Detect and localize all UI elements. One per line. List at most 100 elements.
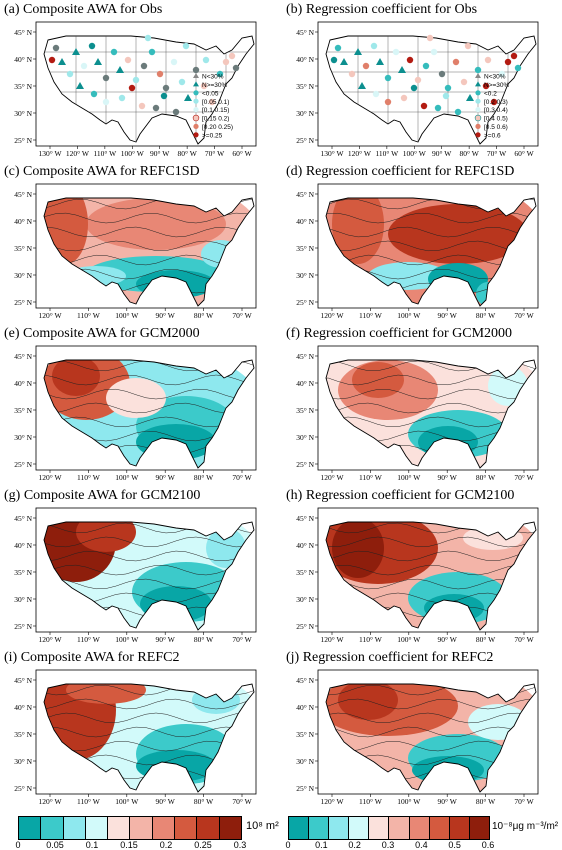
lat-tick-label: 30° N	[14, 109, 32, 118]
colorbar-tick-label: 0.2	[348, 840, 361, 850]
colorbar-swatch	[409, 817, 430, 839]
lon-tick-label: 80° W	[476, 473, 496, 482]
lat-tick-label: 25° N	[296, 622, 314, 631]
lon-tick-label: 130° W	[38, 149, 62, 158]
legend-item: <0.05	[202, 90, 219, 97]
colorbar-tick-label: 0.3	[233, 840, 247, 850]
lon-tick-label: 90° W	[156, 797, 176, 806]
lat-tick-label: 25° N	[296, 298, 314, 307]
colorbar-left	[18, 816, 242, 840]
lon-tick-label: 120° W	[38, 797, 62, 806]
lon-tick-label: 90° W	[438, 473, 458, 482]
lat-tick-label: 40° N	[296, 541, 314, 550]
lon-tick-label: 90° W	[156, 473, 176, 482]
lon-tick-label: 100° W	[397, 635, 421, 644]
lon-tick-label: 100° W	[115, 311, 139, 320]
colorbar-swatch	[85, 817, 109, 839]
lat-tick-label: 35° N	[14, 406, 32, 415]
legend-item: [0.15 0.2)	[202, 116, 229, 123]
lat-tick-label: 45° N	[296, 190, 314, 199]
colorbar-swatch	[449, 817, 470, 839]
colorbar-left-unit: 10⁸ m²	[246, 820, 279, 832]
colorbar-tick-label: 0	[15, 840, 21, 850]
lon-tick-label: 80° W	[476, 635, 496, 644]
map-svg: 45° N 40° N 35° N 30° N 25° N 120° W 110° W 100…	[296, 345, 539, 482]
lat-tick-label: 35° N	[14, 730, 32, 739]
lon-tick-label: 120° W	[320, 797, 344, 806]
lat-tick-label: 30° N	[296, 757, 314, 766]
panel-title: (b) Regression coefficient for Obs	[286, 2, 478, 17]
lon-tick-label: 100° W	[121, 149, 145, 158]
lon-tick-label: 70° W	[232, 311, 252, 320]
lat-tick-label: 35° N	[296, 406, 314, 415]
lon-tick-label: 90° W	[432, 149, 452, 158]
lat-tick-label: 30° N	[14, 595, 32, 604]
map-svg: 45° N 40° N 35° N 30° N 25° N 120° W 110° W 100…	[296, 507, 539, 644]
colorbar-swatch	[389, 817, 410, 839]
lon-tick-label: 70° W	[487, 149, 507, 158]
lat-tick-label: 40° N	[14, 55, 32, 64]
legend-item: [0.4 0.5)	[484, 116, 508, 123]
lon-tick-label: 110° W	[359, 797, 383, 806]
lat-tick-label: 35° N	[296, 244, 314, 253]
lon-tick-label: 110° W	[359, 311, 383, 320]
lon-tick-label: 90° W	[156, 311, 176, 320]
map-svg: 45° N 40° N 35° N 30° N 25° N 120° W 110° W 100…	[296, 669, 539, 806]
lat-tick-label: 40° N	[296, 703, 314, 712]
colorbar-swatch	[41, 817, 64, 839]
lon-tick-label: 120° W	[348, 149, 372, 158]
colorbar-swatch	[197, 817, 220, 839]
lon-tick-label: 80° W	[177, 149, 197, 158]
lon-tick-label: 90° W	[438, 311, 458, 320]
colorbar-swatch	[130, 817, 153, 839]
lat-tick-label: 35° N	[14, 82, 32, 91]
lat-tick-label: 25° N	[14, 136, 32, 145]
map-panel-f: 45° N 40° N 35° N 30° N 25° N 120° W 110° W 100…	[284, 326, 552, 482]
map-svg: 45° N 40° N 35° N 30° N 25° N 120° W 110° W 100…	[14, 507, 257, 644]
lat-tick-label: 25° N	[296, 136, 314, 145]
lon-tick-label: 100° W	[115, 635, 139, 644]
lat-tick-label: 30° N	[296, 109, 314, 118]
lon-tick-label: 80° W	[194, 635, 214, 644]
lat-tick-label: 40° N	[14, 703, 32, 712]
lon-tick-label: 70° W	[232, 635, 252, 644]
colorbar-tick-label: 0.15	[120, 840, 138, 850]
lat-tick-label: 45° N	[14, 28, 32, 37]
lon-tick-label: 120° W	[320, 473, 344, 482]
colorbar-tick-label: 0.5	[448, 840, 461, 850]
lat-tick-label: 45° N	[296, 514, 314, 523]
panel-title: (d) Regression coefficient for REFC1SD	[286, 164, 515, 179]
legend-item: N<30%	[484, 74, 506, 81]
lat-tick-label: 40° N	[14, 379, 32, 388]
legend-item: [0.20 0.25)	[202, 124, 233, 131]
lon-tick-label: 70° W	[232, 797, 252, 806]
lon-tick-label: 130° W	[320, 149, 344, 158]
colorbar-swatch	[108, 817, 131, 839]
colorbar-swatch	[349, 817, 370, 839]
map-panel-j: 45° N 40° N 35° N 30° N 25° N 120° W 110° W 100…	[284, 650, 552, 806]
lat-tick-label: 30° N	[14, 271, 32, 280]
lon-tick-label: 70° W	[514, 635, 534, 644]
map-svg: 45° N 40° N 35° N 30° N 25° N 120° W 110° W 100…	[14, 345, 257, 482]
colorbar-swatch	[329, 817, 350, 839]
map-panel-c: 45° N 40° N 35° N 30° N 25° N 120° W 110° W 100…	[2, 164, 270, 320]
legend-item: N>=30%	[484, 82, 510, 89]
lon-tick-label: 80° W	[476, 797, 496, 806]
map-svg: 45° N 40° N 35° N 30° N 25° N 130° W 120° W 110…	[14, 21, 257, 158]
lon-tick-label: 70° W	[232, 473, 252, 482]
lon-tick-label: 120° W	[38, 635, 62, 644]
panel-title: (i) Composite AWA for REFC2	[4, 650, 180, 665]
lat-tick-label: 30° N	[296, 271, 314, 280]
lat-tick-label: 30° N	[296, 433, 314, 442]
colorbar-swatch	[63, 817, 86, 839]
lat-tick-label: 35° N	[296, 730, 314, 739]
legend-item: [0.5 0.6)	[484, 124, 508, 131]
lat-tick-label: 30° N	[14, 433, 32, 442]
lon-tick-label: 90° W	[438, 797, 458, 806]
lon-tick-label: 110° W	[77, 473, 101, 482]
legend-item: N<30%	[202, 74, 224, 81]
lat-tick-label: 40° N	[296, 379, 314, 388]
lon-tick-label: 70° W	[514, 797, 534, 806]
legend-item: [0.1 0.15)	[202, 107, 229, 114]
legend-item: [0.05 0.1)	[202, 99, 229, 106]
